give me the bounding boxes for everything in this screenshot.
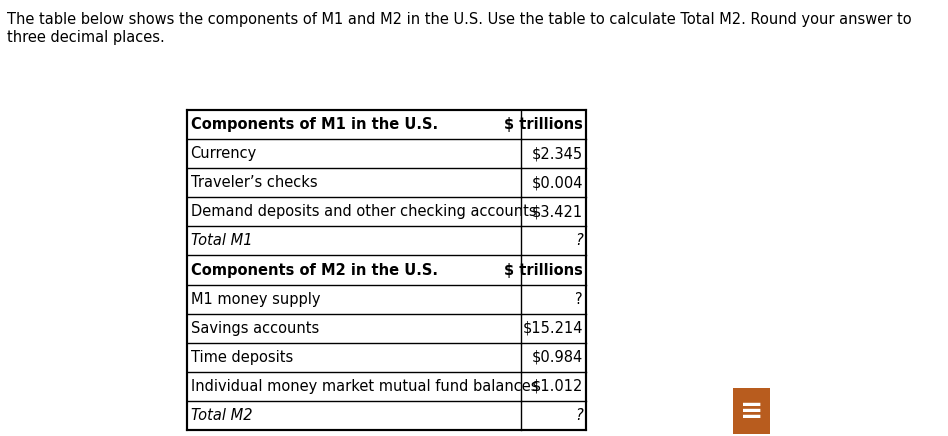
Text: three decimal places.: three decimal places. (7, 30, 164, 45)
Text: $2.345: $2.345 (532, 146, 583, 161)
Text: ≡: ≡ (739, 397, 763, 425)
Text: The table below shows the components of M1 and M2 in the U.S. Use the table to c: The table below shows the components of … (7, 12, 911, 27)
Text: ?: ? (575, 408, 583, 423)
Text: ?: ? (575, 233, 583, 249)
Text: Savings accounts: Savings accounts (191, 321, 319, 336)
Text: $15.214: $15.214 (522, 321, 583, 336)
Text: $ trillions: $ trillions (504, 262, 583, 277)
Text: Components of M2 in the U.S.: Components of M2 in the U.S. (191, 262, 438, 277)
Text: $1.012: $1.012 (532, 379, 583, 394)
Text: Currency: Currency (191, 146, 257, 161)
Text: $ trillions: $ trillions (504, 117, 583, 132)
Text: Individual money market mutual fund balances: Individual money market mutual fund bala… (191, 379, 538, 394)
Text: M1 money supply: M1 money supply (191, 292, 320, 307)
Text: $0.984: $0.984 (532, 350, 583, 365)
Text: Demand deposits and other checking accounts: Demand deposits and other checking accou… (191, 204, 537, 219)
Text: Traveler’s checks: Traveler’s checks (191, 175, 318, 190)
Text: Total M2: Total M2 (191, 408, 252, 423)
Bar (733, 388, 770, 434)
Bar (188, 110, 586, 430)
Text: Time deposits: Time deposits (191, 350, 293, 365)
Text: Total M1: Total M1 (191, 233, 252, 249)
Text: Components of M1 in the U.S.: Components of M1 in the U.S. (191, 117, 438, 132)
Text: $3.421: $3.421 (532, 204, 583, 219)
Text: ?: ? (575, 292, 583, 307)
Text: $0.004: $0.004 (532, 175, 583, 190)
